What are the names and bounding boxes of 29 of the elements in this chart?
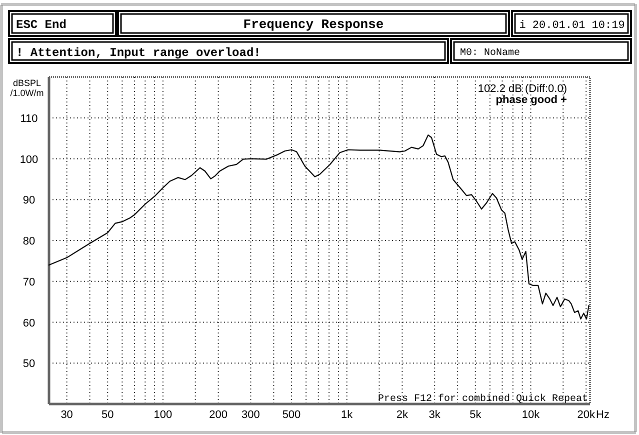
x-axis-title: Hz [596,409,610,421]
y-tick-label: 90 [22,194,36,207]
annotation: 102.2 dB (Diff:0.0) [478,83,567,95]
annotation: Press F12 for combined Quick Repeat [378,393,588,405]
annotation: phase good + [496,94,567,106]
x-tick-label: 2k [396,409,409,421]
x-tick-label: 30 [60,409,73,421]
x-tick-label: 1k [341,409,354,421]
y-tick-label: 70 [22,276,36,288]
x-tick-label: 10k [522,409,540,421]
y-tick-label: 100 [20,154,38,166]
y-axis-title: dBSPL /1.0W/m [10,78,44,98]
x-tick-label: 200 [209,409,228,421]
x-tick-label: 300 [242,409,260,421]
y-tick-label: 50 [22,358,36,370]
text: M0: NoName [460,48,520,59]
y-tick-label: 60 [22,317,36,330]
text: i 20.01.01 10:19 [519,20,625,32]
x-tick-label: 5k [470,409,482,421]
chart-title: Frequency Response [243,17,384,32]
y-tick-label: 110 [20,112,38,125]
x-tick-label: 100 [154,409,172,421]
x-tick-label: 3k [428,409,441,421]
text: ESC End [16,18,66,32]
x-tick-label: 20k [577,409,596,421]
x-tick-label: 500 [282,409,301,421]
text: ! Attention, Input range overload! [16,46,261,60]
x-tick-label: 50 [101,409,114,421]
y-tick-label: 80 [22,236,36,248]
